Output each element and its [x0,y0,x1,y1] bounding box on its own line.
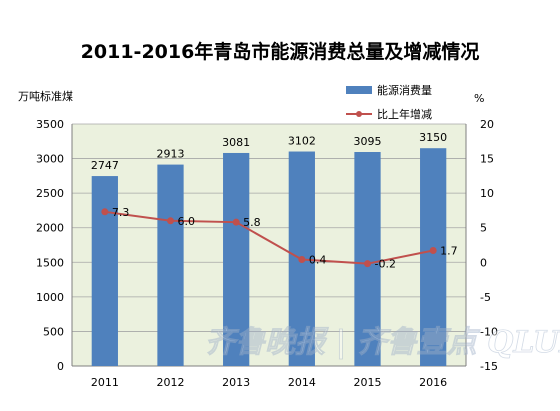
line-value-label: 0.4 [309,254,327,267]
bar-value-label: 3081 [222,136,250,149]
legend-label-line: 比上年增减 [377,107,432,121]
x-tick-label: 2011 [91,376,119,389]
watermark-text: 齐鲁晚报 | 齐鲁壹点 QLUD [205,325,560,360]
y-left-tick-label: 1000 [36,291,64,304]
legend-swatch-marker [356,111,362,117]
legend-swatch-bar [346,86,372,94]
y-right-tick-label: 0 [480,256,487,269]
legend: 能源消费量 比上年增减 [346,83,432,121]
bar-value-label: 3102 [288,135,316,148]
y-left-tick-label: 3500 [36,118,64,131]
x-tick-label: 2016 [419,376,447,389]
y-right-label: % [474,92,484,105]
y-right-tick-label: -5 [480,291,491,304]
line-point [232,218,240,226]
y-right-tick-label: 10 [480,187,494,200]
y-left-tick-label: 2000 [36,222,64,235]
y-left-tick-label: 0 [57,360,64,373]
bar-value-label: 3150 [419,131,447,144]
plot-background [72,124,466,366]
bar [223,152,250,366]
x-tick-label: 2014 [288,376,316,389]
line-point [429,247,437,255]
legend-label-bar: 能源消费量 [377,83,432,97]
y-left-tick-label: 500 [43,325,64,338]
line-series [104,210,434,265]
bar [91,176,118,366]
chart-title: 2011-2016年青岛市能源消费总量及增减情况 [81,40,480,63]
y-right-tick-label: 5 [480,222,487,235]
line-value-label: 1.7 [440,245,458,258]
line-point [101,208,109,216]
line-value-label: 7.3 [112,206,130,219]
line-value-label: 6.0 [178,215,196,228]
y-right-tick-label: -10 [480,325,498,338]
line-value-label: -0.2 [375,258,396,271]
bar-value-label: 3095 [354,135,382,148]
y-left-tick-label: 2500 [36,187,64,200]
bar-value-label: 2913 [157,148,185,161]
bar [354,152,381,366]
x-tick-label: 2015 [354,376,382,389]
x-tick-label: 2013 [222,376,250,389]
y-left-tick-label: 1500 [36,256,64,269]
y-left-tick-label: 3000 [36,153,64,166]
plot-area: 0 500 1000 1500 2000 2500 3000 3500 -15 -10 -5 0 5 10… [36,118,498,389]
watermark: 齐鲁晚报 | 齐鲁壹点 QLUD [205,325,560,361]
line-point [167,217,174,225]
y-right-tick-label: 15 [480,153,494,166]
bar [420,148,447,366]
line-value-label: 5.8 [243,216,261,229]
x-tick-label: 2012 [157,376,185,389]
y-right-tick-label: -15 [480,360,498,373]
bar-value-label: 2747 [91,159,119,172]
line-point [298,256,306,264]
y-right-tick-label: 20 [480,118,494,131]
y-left-label: 万吨标准煤 [18,89,73,103]
line-point [364,260,371,268]
bar [157,164,184,366]
